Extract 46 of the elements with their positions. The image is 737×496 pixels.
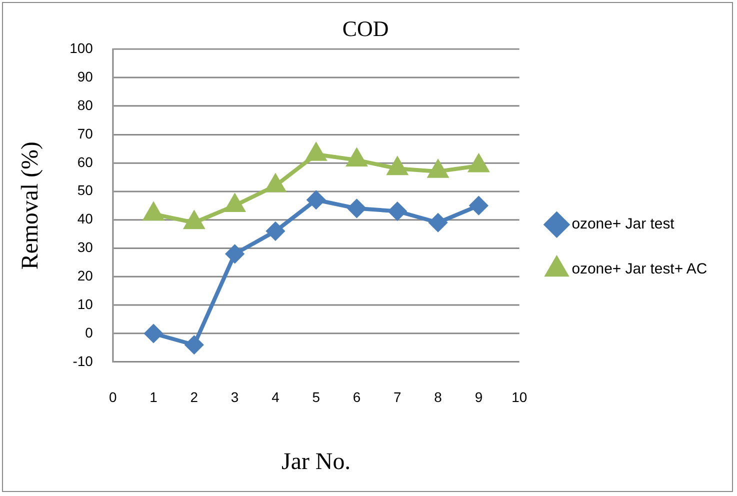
legend-label: ozone+ Jar test+ AC — [572, 260, 708, 278]
point — [307, 190, 326, 209]
point — [226, 244, 244, 263]
chart-title: COD — [342, 16, 389, 41]
point — [388, 202, 406, 220]
x-tick-label: 3 — [230, 389, 239, 406]
point — [144, 324, 162, 342]
y-tick-label: 30 — [77, 239, 94, 256]
point — [185, 336, 204, 354]
y-tick-label: 50 — [77, 182, 94, 198]
point — [348, 199, 366, 218]
y-tick-label: 0 — [85, 324, 94, 340]
point — [184, 212, 204, 230]
y-tick-label: -10 — [72, 352, 94, 369]
point — [468, 154, 488, 172]
x-axis-title: Jar No. — [282, 449, 351, 475]
y-axis-title: Removal (%) — [18, 142, 44, 270]
x-tick-label: 7 — [394, 389, 402, 406]
y-tick-label: 10 — [77, 296, 94, 312]
x-tick-label: 6 — [352, 389, 361, 406]
point — [306, 143, 326, 161]
x-tick-label: 2 — [190, 389, 198, 406]
y-tick-label: 60 — [77, 154, 94, 170]
y-tick-label: 20 — [77, 267, 94, 284]
x-tick-label: 8 — [434, 389, 442, 406]
point — [144, 203, 164, 221]
point — [266, 222, 284, 240]
point — [388, 158, 408, 176]
point — [429, 214, 448, 232]
y-tick-label: 70 — [77, 125, 94, 142]
y-tick-label: 40 — [77, 210, 94, 227]
legend-label: ozone+ Jar test — [572, 216, 676, 233]
x-tick-label: 0 — [108, 389, 117, 406]
y-tick-label: 90 — [77, 68, 94, 84]
y-tick-label: 100 — [70, 40, 94, 56]
x-tick-label: 10 — [512, 389, 528, 406]
point — [346, 149, 367, 167]
x-tick-label: 4 — [272, 389, 280, 406]
point — [225, 194, 245, 212]
y-tick-label: 80 — [77, 96, 94, 113]
point — [470, 196, 488, 215]
x-tick-label: 5 — [312, 389, 320, 406]
point — [266, 174, 286, 192]
x-tick-label: 1 — [150, 389, 158, 406]
point — [428, 160, 448, 178]
x-tick-label: 9 — [474, 389, 483, 406]
